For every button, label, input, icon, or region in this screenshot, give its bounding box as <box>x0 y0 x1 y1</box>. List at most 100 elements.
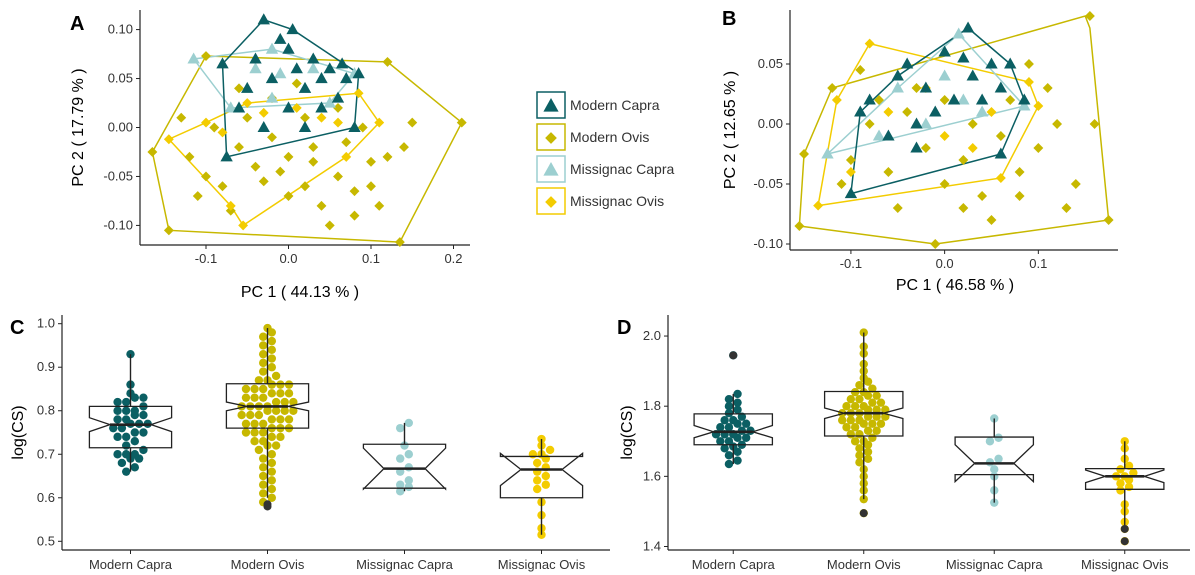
point-modern-ovis <box>394 237 405 248</box>
dot-modern-ovis <box>241 384 251 394</box>
dot-modern-ovis <box>846 430 856 439</box>
point-modern-ovis <box>201 51 211 61</box>
point-missignac-capra <box>952 27 965 39</box>
dot-modern-capra <box>113 432 122 442</box>
point-modern-ovis <box>1089 119 1100 129</box>
dot-modern-ovis <box>850 387 860 397</box>
point-modern-ovis <box>258 176 269 187</box>
dot-modern-ovis <box>855 444 864 453</box>
dot-modern-ovis <box>267 432 277 442</box>
point-modern-ovis <box>366 156 376 167</box>
point-missignac-capra <box>938 69 951 81</box>
point-modern-ovis <box>217 181 228 192</box>
point-modern-ovis <box>267 132 277 143</box>
dot-modern-capra <box>733 405 742 414</box>
point-modern-capra <box>957 51 970 63</box>
dot-modern-ovis <box>258 419 268 428</box>
dot-modern-ovis <box>258 358 268 368</box>
dot-modern-ovis <box>237 410 246 420</box>
point-modern-ovis <box>382 151 393 162</box>
point-missignac-capra <box>872 129 886 141</box>
point-modern-ovis <box>864 119 875 129</box>
point-missignac-capra <box>957 93 970 105</box>
point-modern-capra <box>919 81 933 93</box>
dot-modern-ovis <box>850 437 860 446</box>
dot-modern-ovis <box>267 476 277 485</box>
legend-symbol-modern-ovis <box>545 132 557 144</box>
point-missignac-ovis <box>217 127 228 138</box>
point-modern-ovis <box>920 143 931 153</box>
point-modern-ovis <box>357 122 368 133</box>
point-missignac-ovis <box>201 117 211 128</box>
dot-missignac-ovis <box>1120 437 1129 446</box>
box-missignac-capra <box>362 443 447 491</box>
point-missignac-ovis <box>291 102 302 113</box>
point-modern-capra <box>323 62 336 74</box>
dot-modern-ovis <box>250 384 259 394</box>
panel-c-y-tick-label: 1.0 <box>37 316 55 331</box>
point-modern-capra <box>844 187 858 199</box>
point-modern-capra <box>1018 93 1031 105</box>
dot-missignac-ovis <box>1116 479 1125 488</box>
point-modern-ovis <box>1061 203 1072 213</box>
dot-modern-ovis <box>271 397 281 407</box>
point-modern-capra <box>315 72 328 84</box>
panel-b: B -0.1 0.0 0.1 -0.10 -0.05 0.00 0.05 PC 1 ( 46.… <box>722 8 1118 294</box>
dot-modern-ovis <box>241 419 251 428</box>
dot-modern-ovis <box>868 384 877 393</box>
box-missignac-ovis <box>499 452 584 499</box>
outlier-missignac-ovis <box>1120 537 1129 546</box>
dot-missignac-ovis <box>1116 465 1125 474</box>
hull-modern-ovis <box>798 15 1110 245</box>
point-modern-ovis <box>1052 119 1063 129</box>
panel-b-y-tick-label: -0.10 <box>753 236 783 251</box>
point-modern-ovis <box>366 181 376 192</box>
point-missignac-capra <box>265 42 279 54</box>
point-modern-capra <box>854 105 867 117</box>
point-modern-ovis <box>184 151 195 162</box>
panel-b-x-tick-label: 0.0 <box>936 256 954 271</box>
point-modern-capra <box>352 67 365 79</box>
dot-modern-ovis <box>258 471 268 481</box>
dot-modern-ovis <box>267 458 277 468</box>
dot-modern-capra <box>716 437 725 446</box>
dot-modern-capra <box>109 423 118 433</box>
dot-modern-capra <box>733 389 742 399</box>
dot-missignac-capra <box>404 418 414 428</box>
dot-modern-capra <box>121 450 131 459</box>
dot-modern-capra <box>139 428 148 437</box>
point-modern-ovis <box>958 203 969 213</box>
dot-missignac-capra <box>395 454 405 463</box>
dot-modern-ovis <box>876 398 886 407</box>
dot-modern-ovis <box>289 397 298 407</box>
point-modern-ovis <box>977 191 988 201</box>
point-modern-capra <box>290 62 303 74</box>
point-modern-ovis <box>283 191 294 201</box>
point-modern-ovis <box>324 220 335 231</box>
point-modern-capra <box>286 23 299 35</box>
point-modern-capra <box>257 121 270 133</box>
point-missignac-capra <box>919 117 933 129</box>
point-modern-capra <box>910 117 923 129</box>
dot-modern-capra <box>139 410 148 420</box>
point-modern-ovis <box>382 56 393 67</box>
outlier-missignac-ovis <box>1120 524 1129 533</box>
point-missignac-ovis <box>316 112 327 123</box>
point-modern-ovis <box>163 225 174 236</box>
dot-modern-ovis <box>250 393 259 402</box>
point-modern-ovis <box>995 131 1006 141</box>
point-modern-capra <box>966 69 979 81</box>
dot-modern-capra <box>121 467 131 476</box>
panel-b-x-tick-label: -0.1 <box>840 256 862 271</box>
dot-missignac-ovis <box>541 480 551 489</box>
dot-modern-capra <box>121 397 131 407</box>
point-missignac-capra <box>821 147 834 159</box>
dot-modern-capra <box>121 415 131 424</box>
panel-a-y-tick-label: 0.10 <box>108 22 133 37</box>
dot-missignac-capra <box>395 480 405 489</box>
dot-modern-ovis <box>876 419 886 428</box>
point-missignac-capra <box>975 105 989 117</box>
point-modern-capra <box>298 81 312 93</box>
dot-modern-ovis <box>258 480 268 489</box>
point-modern-ovis <box>201 171 211 182</box>
